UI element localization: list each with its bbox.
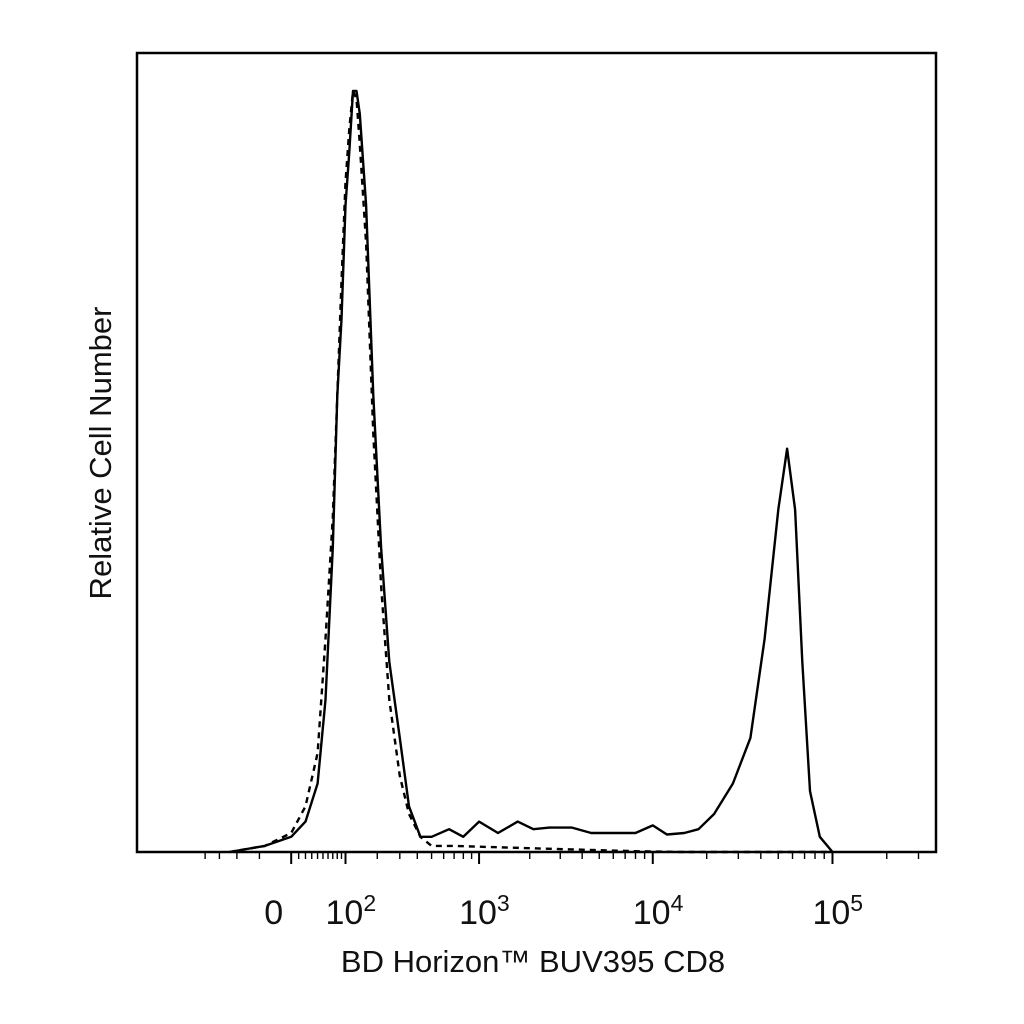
x-axis-major-ticks [290, 852, 834, 864]
x-tick-label: 103 [459, 890, 510, 932]
x-axis-tick-labels: 0 102 103 104 105 [264, 890, 863, 932]
x-tick-label: 104 [633, 890, 684, 932]
x-axis-title: BD Horizon™ BUV395 CD8 [341, 944, 725, 979]
series-line-dashed [229, 89, 833, 854]
plot-frame [135, 51, 938, 854]
x-tick-label: 102 [326, 890, 377, 932]
series-line-solid [229, 89, 834, 854]
series-layer [229, 89, 834, 854]
x-tick-label: 105 [812, 890, 863, 932]
y-axis-title: Relative Cell Number [83, 307, 118, 600]
x-tick-label: 0 [264, 894, 283, 932]
